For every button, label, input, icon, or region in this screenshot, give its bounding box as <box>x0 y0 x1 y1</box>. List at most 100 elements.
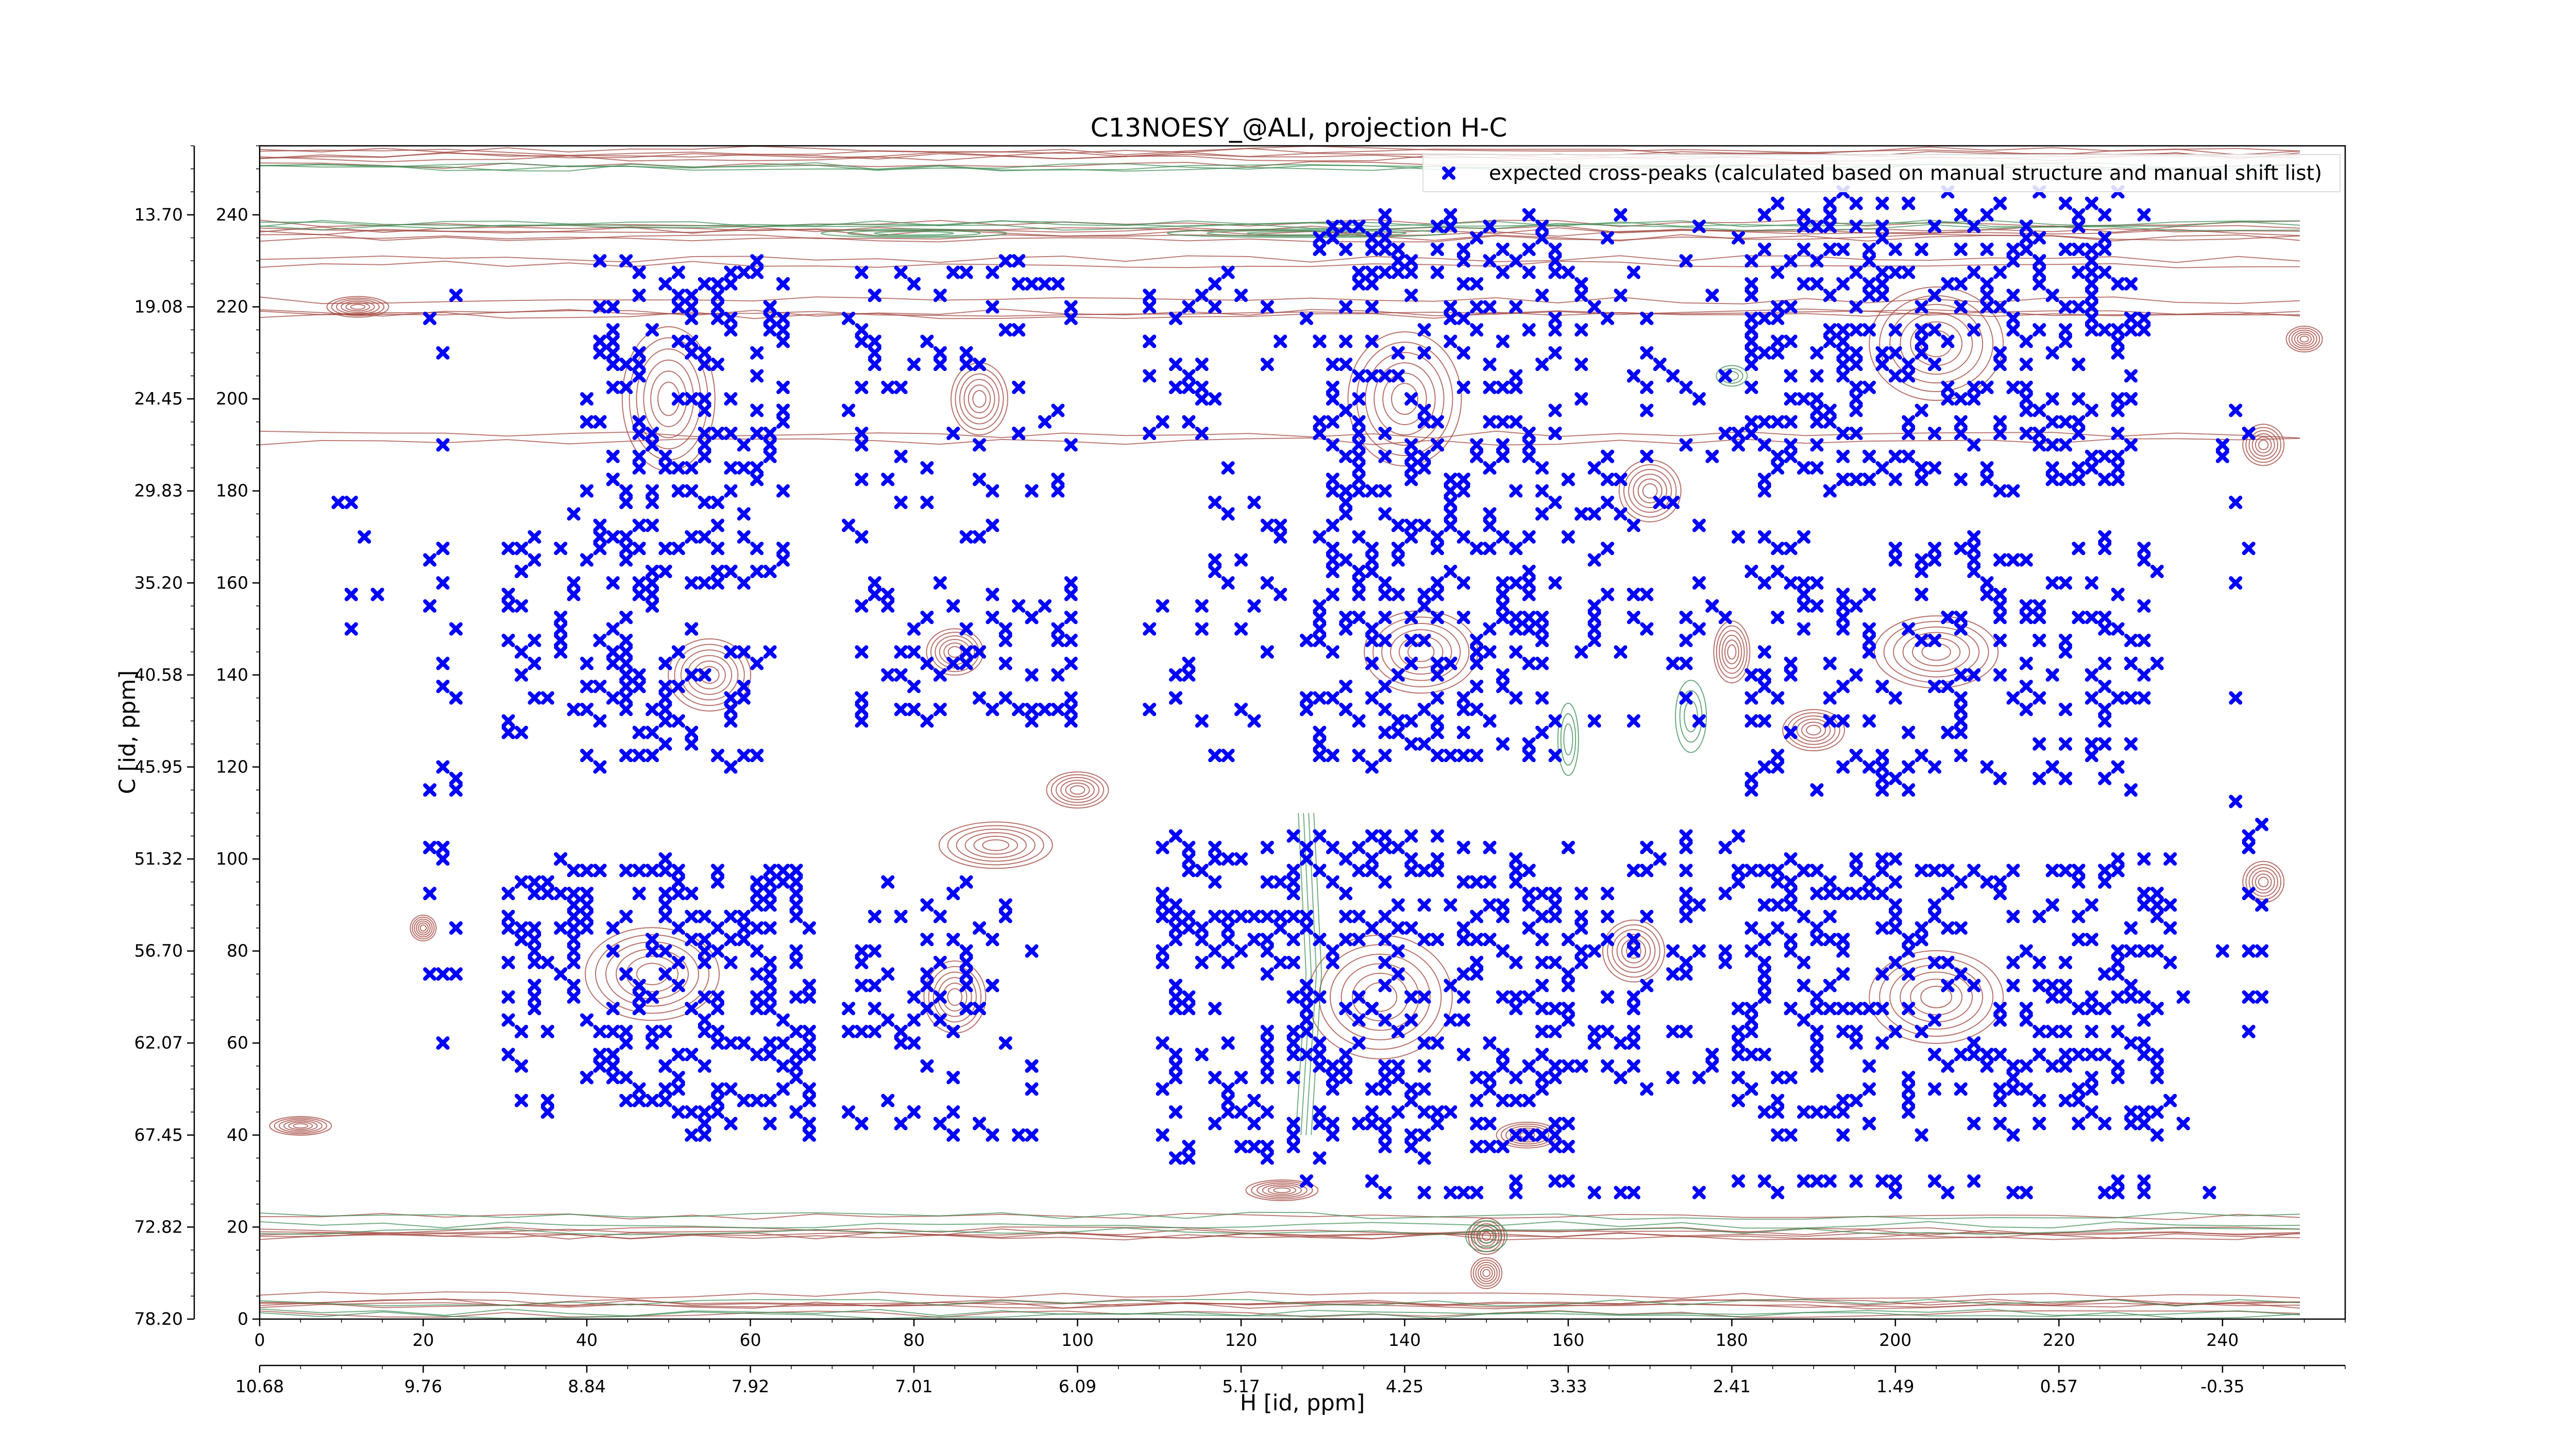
cross-peak-marker <box>1640 380 1654 394</box>
cross-peak-marker <box>1862 473 1876 486</box>
cross-peak-marker <box>881 875 895 889</box>
contour-line <box>260 1302 2300 1310</box>
cross-peak-marker <box>1051 702 1065 716</box>
contour-line <box>1612 929 1656 973</box>
cross-peak-marker <box>685 346 699 360</box>
cross-peak-marker <box>593 1059 607 1073</box>
cross-peak-marker <box>1548 898 1562 912</box>
x-index-tick-label: 60 <box>739 1330 761 1350</box>
cross-peak-marker <box>1535 1024 1549 1038</box>
cross-peak-marker <box>645 864 659 878</box>
cross-peak-marker <box>685 1002 699 1016</box>
cross-peak-marker <box>501 955 515 969</box>
cross-peak-marker <box>2150 1002 2164 1016</box>
cross-peak-marker <box>1875 346 1889 360</box>
cross-peak-marker <box>1954 702 1968 716</box>
cross-peak-marker <box>1168 1071 1182 1085</box>
cross-peak-marker <box>1326 691 1340 705</box>
contour-line <box>1465 1220 1508 1253</box>
cross-peak-marker <box>881 473 895 486</box>
cross-peak-marker <box>1784 1128 1798 1142</box>
cross-peak-marker <box>514 645 528 659</box>
cross-peak-marker <box>907 358 921 372</box>
cross-peak-marker <box>1836 714 1850 728</box>
cross-peak-marker <box>1417 990 1431 1004</box>
cross-peak-marker <box>698 1059 711 1073</box>
cross-peak-marker <box>1666 656 1680 670</box>
cross-peak-marker <box>907 702 921 716</box>
cross-peak-marker <box>1496 1059 1510 1073</box>
contour-line <box>1675 680 1707 753</box>
cross-peak-marker <box>1914 334 1928 348</box>
cross-peak-marker <box>789 909 803 923</box>
cross-peak-marker <box>1967 864 1981 878</box>
cross-peak-marker <box>1993 553 2007 567</box>
cross-peak-marker <box>1496 599 1510 613</box>
cross-peak-marker <box>1365 691 1379 705</box>
cross-peak-marker <box>567 990 581 1004</box>
cross-peak-marker <box>1182 864 1196 878</box>
cross-peak-marker <box>1980 289 1994 302</box>
cross-peak-marker <box>1326 438 1340 452</box>
cross-peak-marker <box>698 1024 711 1038</box>
cross-peak-marker <box>1470 680 1484 694</box>
cross-peak-marker <box>1234 702 1248 716</box>
cross-peak-marker <box>1732 427 1745 441</box>
cross-peak-marker <box>1168 909 1182 923</box>
cross-peak-marker <box>855 702 869 716</box>
cross-peak-marker <box>1378 1186 1392 1200</box>
contour-line <box>964 832 1027 858</box>
cross-peak-marker <box>658 864 672 878</box>
cross-peak-marker <box>737 645 751 659</box>
contour-line <box>955 367 1004 430</box>
cross-peak-marker <box>2137 208 2151 222</box>
cross-peak-marker <box>789 875 803 889</box>
cross-peak-marker <box>2019 1186 2033 1200</box>
cross-peak-marker <box>1666 1071 1680 1085</box>
cross-peak-marker <box>894 1036 908 1050</box>
cross-peak-marker <box>2019 702 2033 716</box>
cross-peak-marker <box>1313 829 1327 843</box>
cross-peak-marker <box>632 1093 646 1107</box>
cross-peak-marker <box>1522 438 1536 452</box>
cross-peak-marker <box>1954 1048 1968 1061</box>
cross-peak-marker <box>606 645 620 659</box>
cross-peak-marker <box>606 473 620 486</box>
cross-peak-marker <box>567 909 581 923</box>
cross-peak-marker <box>1928 358 1942 372</box>
cross-peak-marker <box>645 564 659 578</box>
cross-peak-marker <box>1587 553 1601 567</box>
cross-peak-marker <box>1444 564 1458 578</box>
cross-peak-marker <box>528 875 541 889</box>
cross-peak-marker <box>514 875 528 889</box>
cross-peak-marker <box>2006 289 2020 302</box>
cross-peak-marker <box>1836 887 1850 901</box>
cross-peak-marker <box>580 484 594 498</box>
x-ppm-tick-label: 8.84 <box>568 1376 605 1396</box>
cross-peak-marker <box>2163 921 2177 935</box>
cross-peak-marker <box>2111 473 2125 486</box>
cross-peak-marker <box>1967 323 1981 337</box>
cross-peak-marker <box>776 1059 790 1073</box>
cross-peak-marker <box>1993 1117 2007 1131</box>
cross-peak-marker <box>449 691 463 705</box>
cross-peak-marker <box>1862 633 1876 647</box>
cross-peak-marker <box>2045 898 2059 912</box>
cross-peak-marker <box>1771 1186 1785 1200</box>
cross-peak-marker <box>737 507 751 521</box>
cross-peak-marker <box>1601 449 1615 463</box>
cross-peak-marker <box>724 427 738 441</box>
cross-peak-marker <box>2124 978 2138 992</box>
cross-peak-marker <box>1823 978 1837 992</box>
cross-peak-marker <box>1326 358 1340 372</box>
cross-peak-marker <box>2045 1024 2059 1038</box>
cross-peak-marker <box>894 668 908 682</box>
cross-peak-marker <box>1626 611 1640 625</box>
cross-peak-marker <box>698 1105 711 1119</box>
x-ppm-tick-label: 5.17 <box>1222 1376 1260 1396</box>
cross-peak-marker <box>1313 334 1327 348</box>
cross-peak-marker <box>1339 553 1353 567</box>
contour-layer <box>260 146 2323 1319</box>
contour-line <box>260 430 2300 439</box>
cross-peak-marker <box>2098 771 2112 785</box>
